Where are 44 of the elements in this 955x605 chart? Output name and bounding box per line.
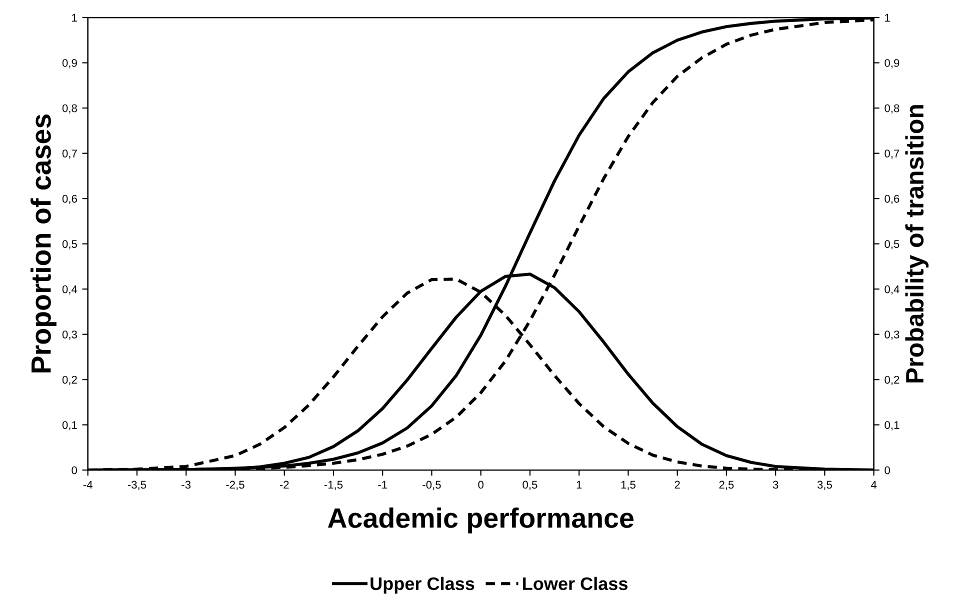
x-tick-label: 4 (870, 480, 877, 489)
y-tick-label: 1 (72, 14, 77, 22)
y-tick-label: 0,6 (62, 194, 77, 204)
x-tick-label: 3,5 (817, 480, 832, 490)
y-tick-label: 0 (72, 466, 78, 474)
y2-axis-title: Probability of transition (905, 105, 929, 382)
x-tick-label: -2,5 (226, 480, 244, 490)
x-tick-label: 2 (674, 480, 680, 489)
y2-tick-label: 0,7 (884, 150, 900, 159)
x-tick-label: -2 (280, 480, 289, 489)
x-tick-label: 3 (772, 480, 778, 489)
y2-tick-label: 0,2 (884, 376, 900, 386)
y-tick-label: 0,5 (62, 240, 77, 250)
y-tick-label: 0,1 (62, 421, 77, 430)
x-tick-label: 2,5 (719, 480, 734, 490)
x-tick-label: 1,5 (621, 480, 636, 490)
x-tick-label: -3 (182, 480, 191, 489)
y-axis-title: Proportion of cases (30, 114, 56, 372)
y-tick-label: 0,3 (62, 330, 77, 340)
y2-tick-label: 1 (885, 14, 890, 22)
x-tick-label: -4 (83, 480, 92, 489)
y-tick-label: 0,4 (62, 285, 78, 295)
y-tick-label: 0,8 (62, 104, 77, 114)
y2-tick-label: 0,8 (884, 104, 900, 114)
y-tick-label: 0,7 (62, 150, 77, 159)
y2-tick-label: 0,1 (884, 421, 900, 430)
y2-tick-label: 0,5 (884, 240, 900, 250)
x-tick-label: 0 (478, 480, 484, 489)
x-tick-label: 0,5 (522, 480, 538, 490)
x-tick-label: -1 (378, 480, 387, 489)
x-tick-label: -1,5 (324, 480, 343, 490)
legend-label: Upper Class (370, 576, 474, 594)
y2-tick-label: 0,6 (884, 194, 900, 204)
x-tick-label: 1 (576, 480, 582, 489)
x-tick-label: -0,5 (422, 480, 441, 490)
x-axis-title: Academic performance (328, 508, 634, 534)
y-tick-label: 0,2 (62, 376, 77, 386)
y2-tick-label: 0,9 (884, 59, 900, 68)
y2-tick-label: 0 (884, 466, 890, 474)
legend-label: Lower Class (523, 576, 628, 590)
y-tick-label: 0,9 (62, 59, 77, 68)
y2-tick-label: 0,4 (884, 285, 900, 295)
y2-tick-label: 0,3 (884, 330, 900, 340)
x-tick-label: -3,5 (128, 480, 146, 490)
